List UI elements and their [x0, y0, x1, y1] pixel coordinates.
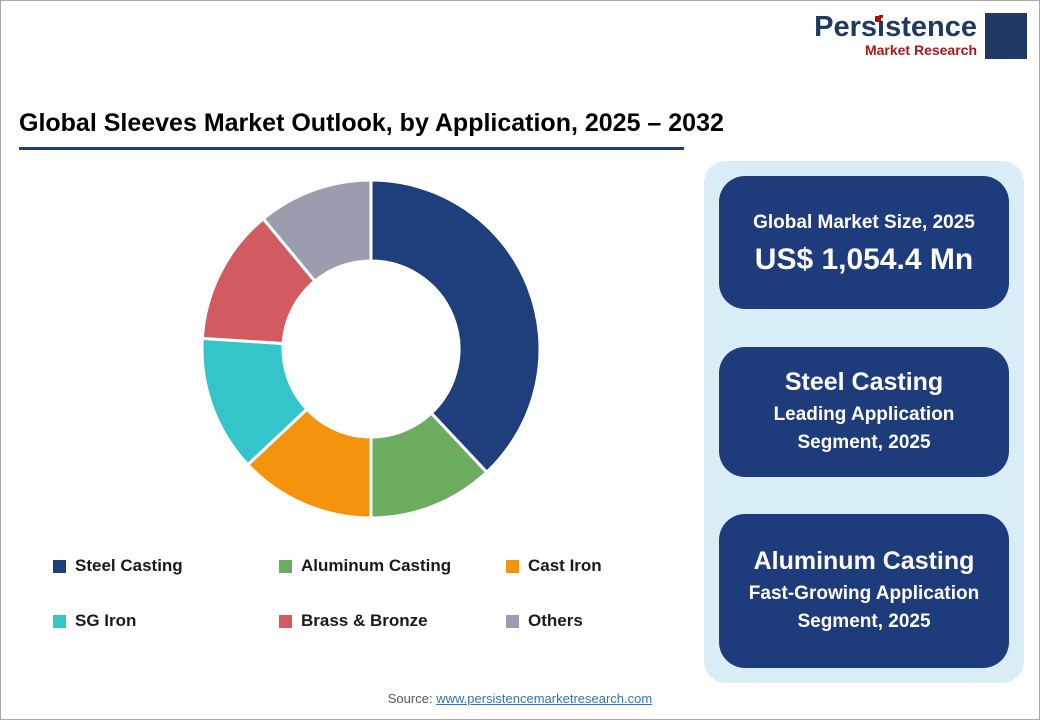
leading-segment-card: Steel Casting Leading Application Segmen… [719, 346, 1009, 477]
donut-segment-others [261, 178, 373, 283]
legend-label: Cast Iron [528, 556, 602, 575]
legend-item-brass-bronze: Brass & Bronze [279, 610, 506, 631]
chart-legend: Steel Casting Aluminum Casting Cast Iron SG… [53, 556, 668, 631]
logo-subtitle-text: Market Research [864, 42, 977, 59]
source-line: Source: www.persistencemarketresearch.co… [1, 691, 1039, 706]
legend-swatch [53, 560, 66, 574]
logo-square-mark [985, 13, 1027, 59]
legend-swatch [279, 615, 292, 629]
legend-item-sg-iron: SG Iron [53, 610, 279, 631]
title-underline [19, 147, 684, 150]
page-title: Global Sleeves Market Outlook, by Applic… [19, 109, 724, 137]
legend-item-cast-iron: Cast Iron [506, 556, 668, 576]
persistence-logo: Persistence Market Research [814, 13, 1027, 59]
legend-swatch [506, 615, 519, 629]
fast-growing-card: Aluminum Casting Fast-Growing Applicatio… [719, 514, 1009, 668]
market-size-value: US$ 1,054.4 Mn [754, 242, 974, 276]
legend-label: Aluminum Casting [301, 556, 452, 575]
legend-label: Others [528, 610, 583, 630]
legend-swatch [53, 615, 66, 629]
logo-text-block: Persistence Market Research [814, 13, 977, 59]
fast-growing-desc: Fast-Growing Application Segment, 2025 [748, 583, 980, 632]
legend-item-aluminum-casting: Aluminum Casting [279, 556, 506, 576]
legend-swatch [506, 560, 519, 574]
leading-segment-desc: Leading Application Segment, 2025 [773, 403, 955, 453]
logo-i-dot [875, 16, 882, 22]
legend-label: SG Iron [75, 610, 137, 630]
logo-brand-text: Persistence [814, 11, 977, 44]
info-panel: Global Market Size, 2025 US$ 1,054.4 Mn … [704, 161, 1024, 683]
source-label: Source: [387, 691, 437, 706]
legend-swatch [279, 560, 292, 574]
legend-item-steel-casting: Steel Casting [53, 556, 279, 576]
legend-label: Brass & Bronze [301, 610, 428, 630]
legend-item-others: Others [506, 610, 668, 631]
donut-chart [200, 178, 542, 520]
source-link[interactable]: www.persistencemarketresearch.com [436, 691, 653, 706]
market-size-card: Global Market Size, 2025 US$ 1,054.4 Mn [719, 176, 1009, 309]
market-size-label: Global Market Size, 2025 [753, 212, 975, 234]
legend-label: Steel Casting [75, 556, 183, 575]
donut-segment-steel-casting [369, 178, 542, 474]
fast-growing-name: Aluminum Casting [753, 547, 975, 576]
leading-segment-name: Steel Casting [784, 367, 944, 396]
